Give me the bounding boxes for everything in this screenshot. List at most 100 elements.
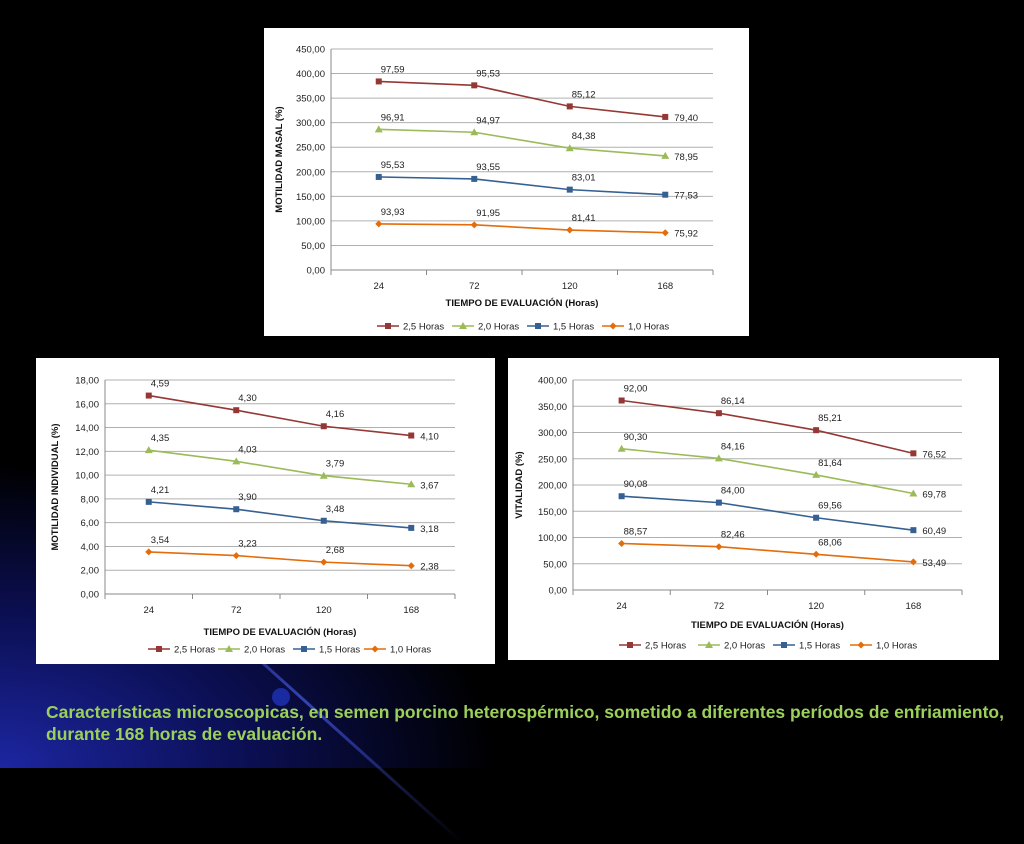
data-label: 90,08 (624, 479, 648, 490)
series-line (378, 176, 666, 196)
data-label: 96,91 (381, 112, 405, 123)
data-label: 53,49 (922, 558, 946, 569)
data-point (661, 229, 669, 237)
legend-label: 2,0 Horas (478, 322, 519, 333)
legend-label: 1,5 Horas (799, 641, 840, 652)
data-label: 81,64 (818, 458, 842, 469)
data-point (715, 499, 722, 506)
data-label: 3,90 (238, 492, 257, 503)
data-point (471, 82, 478, 89)
data-label: 95,53 (476, 68, 500, 79)
series-line (621, 495, 914, 531)
slide-caption: Características microscopicas, en semen … (46, 702, 1004, 744)
data-point (232, 552, 240, 560)
data-point (144, 446, 153, 454)
x-tick-label: 120 (562, 281, 578, 292)
data-label: 60,49 (922, 526, 946, 537)
legend-label: 2,5 Horas (174, 645, 215, 656)
chart-panel-masal: 0,00 50,00 100,00 150,00 200,00 250,00 300,00 3… (264, 28, 749, 336)
x-tick-label: 72 (469, 281, 480, 292)
series-line (621, 448, 914, 495)
data-point (233, 506, 240, 513)
series-line (621, 542, 914, 563)
data-label: 3,79 (326, 459, 345, 470)
legend-label: 1,5 Horas (553, 322, 594, 333)
legend-marker (459, 322, 467, 329)
legend-label: 1,0 Horas (876, 641, 917, 652)
y-tick-label: 200,00 (296, 167, 325, 178)
data-label: 78,95 (674, 152, 698, 163)
data-point (618, 397, 625, 404)
legend-marker (225, 645, 233, 652)
legend-marker (371, 645, 379, 653)
data-label: 79,40 (674, 113, 698, 124)
data-point (910, 450, 917, 457)
y-tick-label: 6,00 (81, 518, 100, 529)
x-tick-label: 24 (616, 601, 627, 612)
data-label: 4,35 (151, 433, 170, 444)
data-label: 4,16 (326, 409, 345, 420)
data-point (661, 151, 670, 159)
data-label: 81,41 (572, 213, 596, 224)
data-point (910, 527, 917, 534)
data-point (407, 480, 416, 488)
y-tick-label: 12,00 (75, 447, 99, 458)
data-label: 69,56 (818, 501, 842, 512)
legend-label: 1,0 Horas (390, 645, 431, 656)
chart-masal: 0,00 50,00 100,00 150,00 200,00 250,00 300,00 3… (274, 45, 714, 333)
data-point (471, 175, 478, 182)
data-point (662, 191, 669, 198)
data-label: 85,12 (572, 89, 596, 100)
y-tick-label: 10,00 (75, 471, 99, 482)
y-tick-label: 400,00 (296, 69, 325, 80)
data-point (408, 432, 415, 439)
data-label: 68,06 (818, 537, 842, 548)
data-label: 95,53 (381, 160, 405, 171)
y-tick-label: 450,00 (296, 45, 325, 56)
y-tick-label: 18,00 (75, 376, 99, 387)
data-point (320, 558, 328, 566)
data-label: 3,67 (420, 480, 439, 491)
data-point (617, 444, 626, 452)
data-point (408, 524, 415, 531)
data-point (566, 103, 573, 110)
y-tick-label: 350,00 (296, 94, 325, 105)
data-label: 4,21 (151, 485, 170, 496)
data-label: 3,23 (238, 539, 257, 550)
y-tick-label: 350,00 (538, 402, 567, 413)
data-label: 92,00 (624, 384, 648, 395)
series-line (621, 399, 914, 455)
y-tick-label: 50,00 (301, 241, 325, 252)
data-point (715, 410, 722, 417)
x-tick-label: 168 (905, 601, 921, 612)
legend-marker (609, 322, 617, 330)
x-tick-label: 24 (373, 281, 384, 292)
data-point (812, 550, 820, 558)
y-tick-label: 50,00 (543, 559, 567, 570)
legend-marker (857, 641, 865, 649)
data-label: 84,16 (721, 441, 745, 452)
y-tick-label: 16,00 (75, 399, 99, 410)
legend-marker (781, 642, 787, 648)
y-tick-label: 250,00 (538, 454, 567, 465)
data-point (320, 423, 327, 430)
data-label: 91,95 (476, 208, 500, 219)
y-tick-label: 2,00 (81, 566, 100, 577)
data-point (909, 558, 917, 566)
data-label: 3,54 (151, 535, 170, 546)
legend-marker (705, 641, 713, 648)
data-point (714, 454, 723, 462)
y-tick-label: 100,00 (296, 216, 325, 227)
y-axis-title: MOTILIDAD MASAL (%) (274, 106, 285, 212)
series-line (148, 551, 412, 567)
x-tick-label: 120 (808, 601, 824, 612)
y-tick-label: 4,00 (81, 542, 100, 553)
x-tick-label: 72 (714, 601, 725, 612)
data-point (812, 470, 821, 478)
x-tick-label: 72 (231, 605, 242, 616)
data-label: 88,57 (624, 527, 648, 538)
data-point (145, 548, 153, 556)
series-line (148, 394, 412, 437)
data-point (320, 517, 327, 524)
data-label: 4,03 (238, 444, 257, 455)
